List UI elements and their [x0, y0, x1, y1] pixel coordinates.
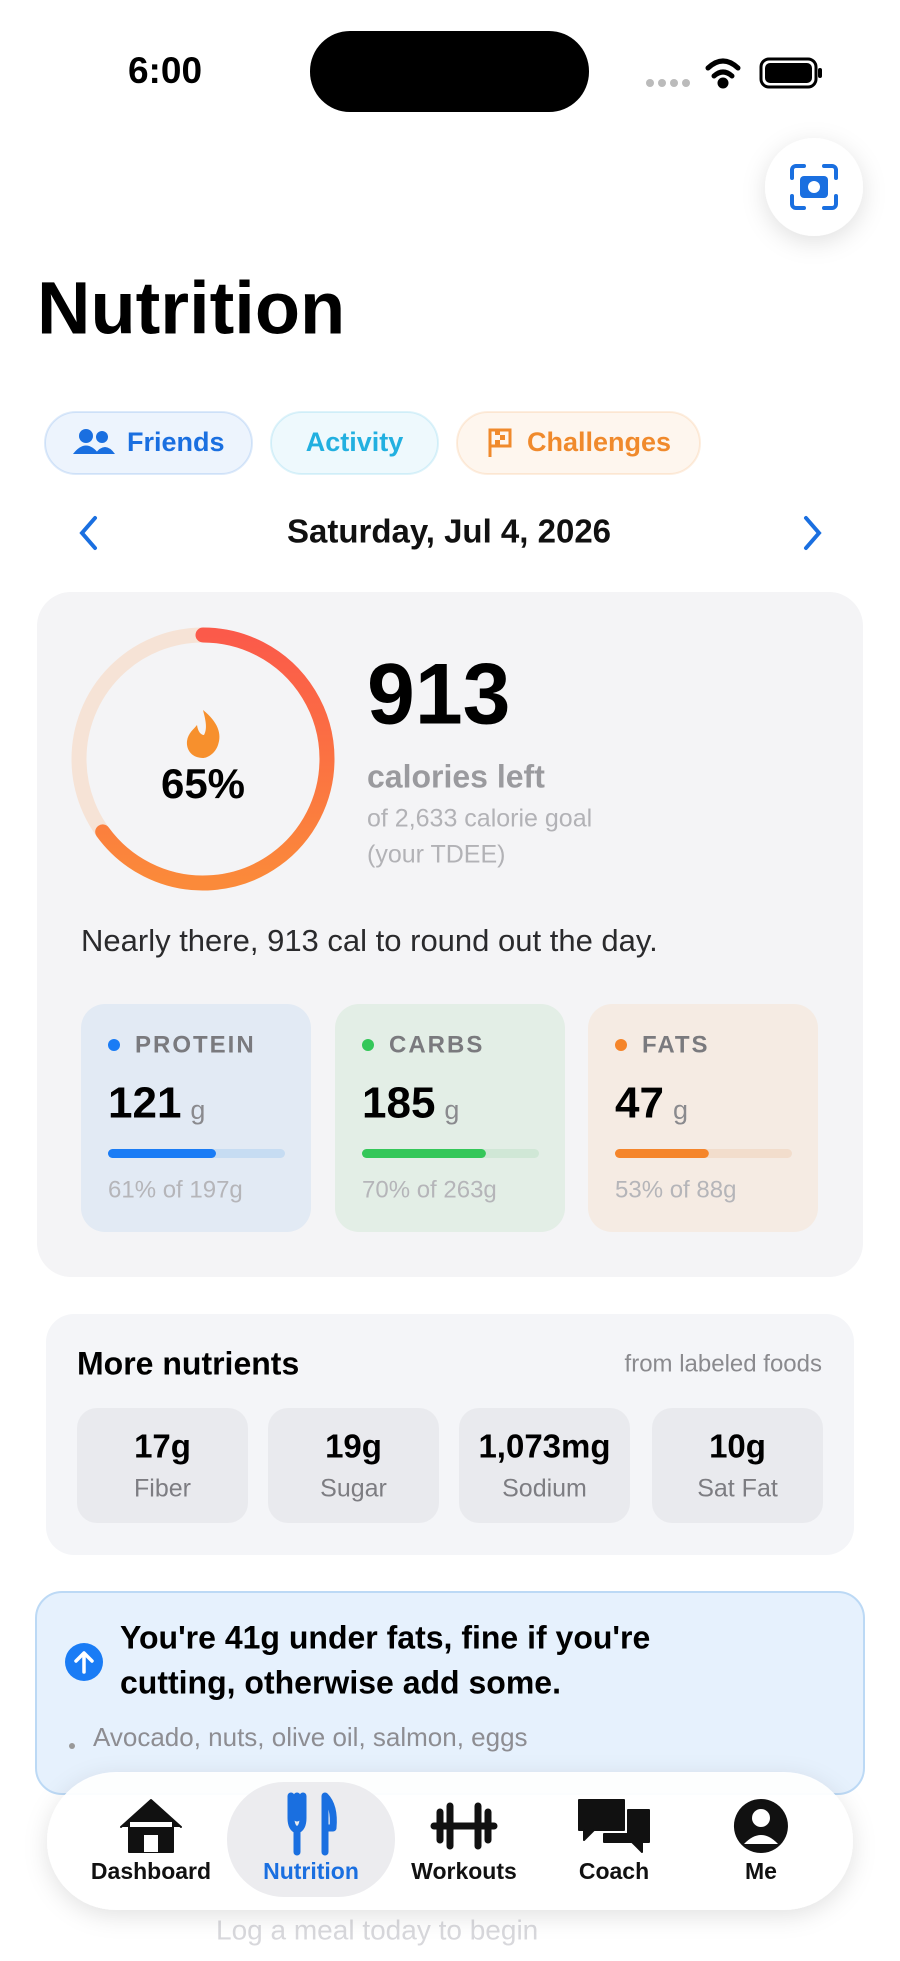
tip-line: You're 41g under fats, fine if you're: [120, 1619, 650, 1655]
tab-label: Workouts: [411, 1858, 517, 1884]
goal-note: (your TDEE): [367, 841, 505, 869]
nutrient-label: Sat Fat: [697, 1475, 778, 1503]
goal-text: of 2,633 calorie goal: [367, 805, 592, 833]
nutrient-tile: [77, 1408, 248, 1523]
friends-icon: [73, 445, 115, 454]
nutrient-label: Fiber: [134, 1475, 191, 1503]
tip-arrow: [74, 1651, 94, 1674]
tab-icon: [752, 1809, 770, 1827]
macro-unit: g: [190, 1095, 205, 1125]
hidden-row-subtitle: Log a meal today to begin: [216, 1914, 538, 1945]
nutrient-value: 17g: [134, 1428, 191, 1465]
tab-active-bg: [227, 1782, 395, 1897]
tab-icon: [744, 1835, 778, 1844]
summary-message: Nearly there, 913 cal to round out the d…: [81, 923, 658, 958]
tab-icon: [430, 1802, 498, 1850]
flame-icon: [186, 710, 220, 758]
macro-card: [81, 1004, 311, 1232]
chip-label: Friends: [127, 427, 225, 457]
macro-unit: g: [673, 1095, 688, 1125]
dynamic-island: [310, 31, 589, 112]
more-nutrients-title: More nutrients: [77, 1345, 299, 1381]
status-time: 6:00: [128, 50, 202, 91]
page-title: Nutrition: [37, 267, 345, 350]
macro-card: [335, 1004, 565, 1232]
calories-caption: calories left: [367, 758, 545, 794]
macro-foot: 70% of 263g: [362, 1176, 497, 1203]
ring-progress: [95, 627, 335, 891]
tab-item[interactable]: Coach: [578, 1799, 650, 1884]
macro-dot: [362, 1039, 374, 1051]
macro-dot: [615, 1039, 627, 1051]
nutrient-tile: [268, 1408, 439, 1523]
macro-value: 121: [108, 1079, 181, 1128]
tab-icon: [287, 1792, 337, 1856]
next-day[interactable]: [804, 516, 822, 550]
chip-label: Challenges: [527, 427, 671, 457]
macro-dot: [108, 1039, 120, 1051]
macro-bar: [362, 1149, 486, 1158]
macro-unit: g: [444, 1095, 459, 1125]
nutrient-value: 10g: [709, 1428, 766, 1465]
nutrient-label: Sugar: [320, 1475, 387, 1503]
more-nutrients-note: from labeled foods: [625, 1350, 822, 1377]
ring-label: 65%: [161, 760, 245, 807]
nutrient-label: Sodium: [502, 1475, 587, 1503]
tip-detail: Avocado, nuts, olive oil, salmon, eggs: [93, 1722, 528, 1752]
tab-item[interactable]: Dashboard: [91, 1799, 211, 1884]
macro-name: FATS: [642, 1031, 710, 1058]
macro-name: PROTEIN: [135, 1031, 256, 1058]
prev-day[interactable]: [79, 516, 97, 550]
wifi: [705, 58, 741, 89]
friends-icon: [79, 429, 93, 443]
chip[interactable]: Challenges: [456, 411, 701, 475]
macro-name: CARBS: [389, 1031, 484, 1058]
chip-label: Activity: [306, 427, 404, 457]
nutrient-tile: [459, 1408, 630, 1523]
chip[interactable]: Friends: [44, 411, 253, 475]
tab-item[interactable]: Nutrition: [227, 1782, 395, 1897]
tab-label: Dashboard: [91, 1858, 211, 1884]
chip[interactable]: Activity: [270, 411, 439, 475]
tab-label: Coach: [579, 1858, 649, 1884]
nutrient-tile: [652, 1408, 823, 1523]
camera-button[interactable]: [765, 138, 863, 236]
calories-left: 913: [367, 647, 511, 743]
macro-bar: [615, 1149, 709, 1158]
macro-value: 185: [362, 1079, 435, 1128]
tab-item[interactable]: Me: [733, 1799, 788, 1884]
flag-icon: [495, 430, 505, 445]
nutrient-value: 19g: [325, 1428, 382, 1465]
macro-value: 47: [615, 1079, 664, 1128]
bullet: [69, 1743, 75, 1749]
chip-bg: [456, 411, 701, 475]
macro-card: [588, 1004, 818, 1232]
tab-label: Me: [745, 1858, 777, 1884]
chip-bg: [44, 411, 253, 475]
tab-icon: [578, 1799, 650, 1853]
macro-foot: 53% of 88g: [615, 1176, 736, 1203]
macro-foot: 61% of 197g: [108, 1176, 243, 1203]
signal: [646, 79, 690, 87]
battery: [759, 57, 822, 89]
flag-icon: [488, 428, 512, 457]
tab-icon: [144, 1835, 158, 1852]
macro-bar: [108, 1149, 216, 1158]
tip-line: cutting, otherwise add some.: [120, 1664, 561, 1700]
chip-bg: [270, 411, 439, 475]
tab-label: Nutrition: [263, 1858, 359, 1884]
tab-item[interactable]: Workouts: [411, 1802, 517, 1884]
friends-icon: [96, 431, 108, 443]
date: Saturday, Jul 4, 2026: [287, 513, 611, 550]
nutrient-value: 1,073mg: [478, 1428, 610, 1465]
